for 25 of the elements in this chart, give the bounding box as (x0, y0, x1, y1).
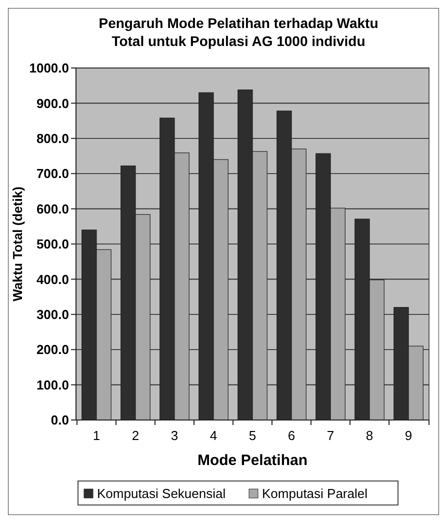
y-tick-label: 200.0 (36, 342, 69, 358)
x-tick-label: 1 (92, 428, 100, 443)
y-axis-title: Waktu Total (detik) (10, 186, 25, 302)
y-tick-label: 700.0 (36, 166, 69, 182)
x-tick-label: 3 (170, 428, 178, 443)
x-tick-label: 7 (326, 428, 334, 443)
y-tick-label: 300.0 (36, 306, 69, 322)
y-tick-label: 100.0 (36, 377, 69, 392)
x-tick-label: 6 (288, 428, 296, 443)
legend-label: Komputasi Paralel (262, 486, 368, 501)
y-tick-label: 1000.0 (29, 60, 69, 76)
x-tick-label: 5 (248, 428, 256, 443)
chart-title: Pengaruh Mode Pelatihan terhadap Waktu Total untuk Populasi AG 1000 individu (98, 15, 378, 49)
y-tick-label: 400.0 (36, 272, 69, 287)
x-tick-label: 2 (132, 428, 140, 443)
legend-label: Komputasi Sekuensial (97, 486, 226, 501)
y-tick-label: 900.0 (36, 96, 69, 111)
x-tick-label: 9 (404, 428, 412, 443)
y-tick-label: 500.0 (36, 236, 69, 252)
x-axis-title: Mode Pelatihan (197, 452, 308, 469)
y-tick-label: 0.0 (50, 412, 69, 428)
x-tick-label: 4 (210, 428, 218, 443)
x-tick-label: 8 (366, 428, 374, 443)
y-tick-label: 800.0 (36, 130, 69, 146)
y-tick-label: 600.0 (36, 201, 69, 216)
